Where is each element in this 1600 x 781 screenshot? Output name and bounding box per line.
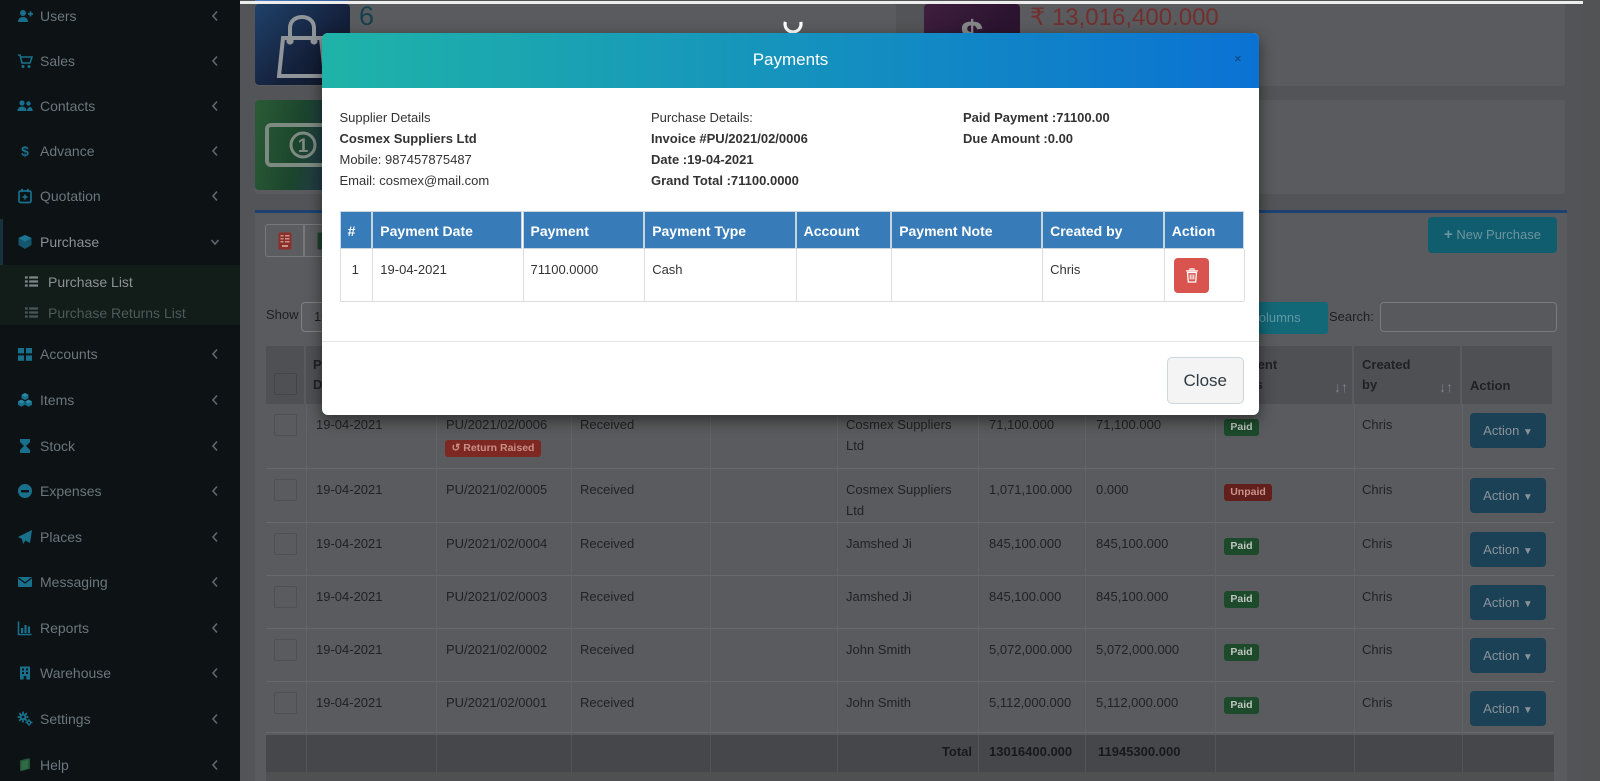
svg-text:$: $ bbox=[21, 143, 29, 159]
svg-text:1: 1 bbox=[298, 136, 309, 157]
